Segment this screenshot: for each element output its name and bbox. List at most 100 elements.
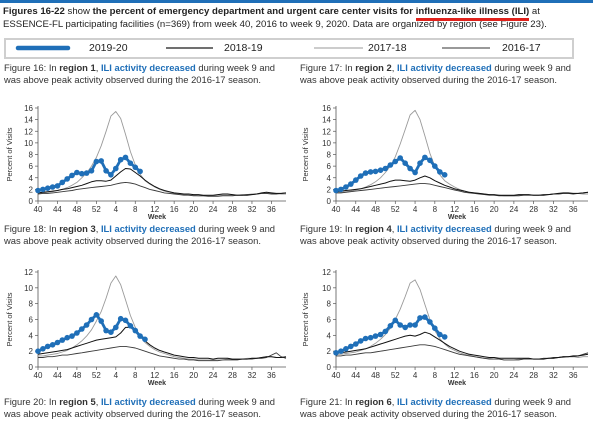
y-tick-label: 2 bbox=[327, 185, 332, 194]
y-tick-label: 8 bbox=[327, 300, 332, 309]
x-tick-label: 8 bbox=[433, 205, 438, 214]
caption-ili-status: ILI activity decreased bbox=[100, 223, 196, 234]
x-tick-label: 52 bbox=[391, 371, 400, 380]
x-tick-label: 44 bbox=[53, 205, 62, 214]
y-axis-title: Percent of Visits bbox=[5, 127, 14, 181]
caption-ili-status: ILI activity decreased bbox=[396, 396, 492, 407]
x-tick-label: 24 bbox=[509, 205, 518, 214]
caption-ili-status: ILI activity decreased bbox=[100, 396, 196, 407]
y-tick-label: 2 bbox=[29, 347, 34, 356]
x-tick-label: 4 bbox=[114, 205, 119, 214]
ili-term: influenza-like illness (ILI) bbox=[415, 6, 530, 20]
data-point-2019-20 bbox=[132, 164, 139, 171]
data-point-2019-20 bbox=[338, 186, 344, 193]
data-point-2019-20 bbox=[137, 333, 143, 339]
y-tick-label: 14 bbox=[322, 116, 331, 125]
x-tick-label: 20 bbox=[490, 371, 499, 380]
data-point-2019-20 bbox=[422, 154, 428, 161]
x-tick-label: 44 bbox=[351, 371, 360, 380]
data-point-2019-20 bbox=[338, 348, 344, 354]
x-tick-label: 36 bbox=[267, 205, 276, 214]
x-tick-label: 16 bbox=[170, 371, 179, 380]
data-point-2019-20 bbox=[98, 318, 104, 324]
caption-rest: during week 9 and was above peak activit… bbox=[4, 223, 276, 247]
caption-rest: during week 9 and was above peak activit… bbox=[300, 396, 572, 420]
x-tick-label: 28 bbox=[529, 371, 538, 380]
data-point-2019-20 bbox=[108, 329, 114, 335]
caption-separator: , bbox=[391, 223, 397, 234]
data-point-2019-20 bbox=[54, 183, 61, 189]
data-point-2019-20 bbox=[417, 315, 423, 321]
data-point-2019-20 bbox=[432, 163, 438, 169]
data-point-2019-20 bbox=[357, 173, 364, 179]
data-point-2019-20 bbox=[397, 155, 403, 161]
x-tick-label: 24 bbox=[209, 205, 218, 214]
caption-rest: during week 9 and was above peak activit… bbox=[4, 396, 276, 420]
y-tick-label: 8 bbox=[29, 300, 34, 309]
caption-prefix: Figure 21: In bbox=[300, 396, 356, 407]
intro-paragraph: Figures 16-22 show the percent of emerge… bbox=[3, 6, 588, 31]
x-tick-label: 44 bbox=[351, 205, 360, 214]
data-point-2019-20 bbox=[432, 325, 438, 331]
x-tick-label: 8 bbox=[133, 371, 138, 380]
x-tick-label: 40 bbox=[332, 371, 341, 380]
x-tick-label: 12 bbox=[150, 205, 159, 214]
data-point-2019-20 bbox=[387, 162, 394, 168]
x-tick-label: 16 bbox=[470, 205, 479, 214]
data-point-2019-20 bbox=[382, 328, 389, 335]
y-tick-label: 6 bbox=[29, 162, 34, 171]
x-axis-title: Week bbox=[448, 380, 466, 387]
data-point-2019-20 bbox=[40, 346, 46, 352]
intro-bold-text: the percent of emergency department and … bbox=[92, 6, 414, 17]
data-point-2019-20 bbox=[79, 326, 85, 332]
caption-separator: , bbox=[95, 223, 101, 234]
caption-region: region 5 bbox=[59, 396, 96, 407]
data-point-2019-20 bbox=[412, 169, 418, 176]
x-tick-label: 28 bbox=[529, 205, 538, 214]
data-point-2019-20 bbox=[88, 316, 95, 323]
data-point-2019-20 bbox=[142, 336, 148, 343]
data-point-2019-20 bbox=[113, 324, 119, 331]
data-point-2019-20 bbox=[59, 337, 66, 343]
y-tick-label: 10 bbox=[24, 284, 33, 293]
data-point-2019-20 bbox=[427, 157, 433, 164]
data-point-2019-20 bbox=[362, 170, 369, 176]
data-point-2019-20 bbox=[98, 158, 104, 164]
x-tick-label: 24 bbox=[209, 371, 218, 380]
y-tick-label: 12 bbox=[322, 268, 331, 277]
x-axis-title: Week bbox=[448, 214, 466, 220]
caption-region: region 2 bbox=[355, 62, 392, 73]
data-point-2019-20 bbox=[93, 158, 100, 165]
legend-swatches bbox=[15, 45, 490, 51]
caption-figure-16: Figure 16: In region 1, ILI activity dec… bbox=[4, 62, 289, 87]
data-point-2019-20 bbox=[35, 348, 41, 354]
y-axis-title: Percent of Visits bbox=[5, 292, 14, 346]
data-point-2019-20 bbox=[422, 314, 428, 320]
y-tick-label: 10 bbox=[322, 284, 331, 293]
x-tick-label: 12 bbox=[150, 371, 159, 380]
data-point-2019-20 bbox=[407, 165, 413, 172]
x-tick-label: 12 bbox=[450, 205, 459, 214]
legend-label-2016-17: 2016-17 bbox=[502, 42, 541, 54]
data-point-2019-20 bbox=[441, 334, 448, 340]
x-tick-label: 32 bbox=[549, 205, 558, 214]
data-point-2019-20 bbox=[40, 186, 46, 193]
x-tick-label: 16 bbox=[170, 205, 179, 214]
data-point-2019-20 bbox=[407, 322, 413, 328]
y-tick-label: 0 bbox=[327, 197, 332, 206]
x-axis-title: Week bbox=[148, 214, 166, 220]
intro-figures-ref: Figures 16-22 bbox=[3, 6, 65, 17]
x-tick-label: 28 bbox=[228, 205, 237, 214]
x-tick-label: 48 bbox=[72, 205, 81, 214]
data-point-2019-20 bbox=[353, 177, 359, 183]
data-point-2019-20 bbox=[343, 184, 349, 190]
data-point-2019-20 bbox=[83, 170, 90, 176]
y-tick-label: 2 bbox=[327, 347, 332, 356]
y-tick-label: 6 bbox=[327, 162, 332, 171]
x-tick-label: 52 bbox=[92, 371, 101, 380]
x-tick-label: 32 bbox=[549, 371, 558, 380]
legend-label-2019-20: 2019-20 bbox=[89, 42, 128, 54]
data-point-2019-20 bbox=[392, 158, 399, 165]
caption-ili-status: ILI activity decreased bbox=[396, 62, 492, 73]
caption-region: region 1 bbox=[59, 62, 96, 73]
